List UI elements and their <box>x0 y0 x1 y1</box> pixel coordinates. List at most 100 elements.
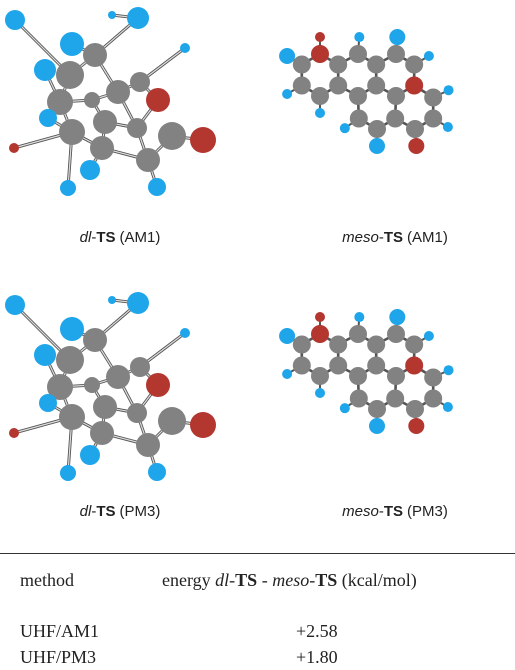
atom <box>127 7 149 29</box>
text-part: (AM1) <box>407 229 448 246</box>
atom <box>84 92 100 108</box>
text-part: dl <box>80 503 92 520</box>
text-part: TS <box>235 570 257 590</box>
text-part: TS <box>384 503 403 520</box>
text-part: (PM3) <box>407 503 448 520</box>
text-part: (PM3) <box>120 503 161 520</box>
atom <box>80 445 100 465</box>
atom <box>56 346 84 374</box>
row-method: UHF/AM1 <box>20 621 99 642</box>
atom <box>293 56 311 74</box>
atom <box>130 357 150 377</box>
row-energy: +2.58 <box>296 621 338 642</box>
atom <box>367 77 385 95</box>
atom <box>340 123 350 133</box>
atom <box>60 317 84 341</box>
atom <box>9 428 19 438</box>
atom <box>315 388 325 398</box>
atom <box>127 118 147 138</box>
atom <box>368 400 386 418</box>
atom <box>350 390 368 408</box>
molecule-meso-am1 <box>265 10 515 210</box>
atom <box>5 295 25 315</box>
atom <box>146 373 170 397</box>
atom <box>329 77 347 95</box>
atom <box>158 122 186 150</box>
atom <box>368 120 386 138</box>
atom <box>293 336 311 354</box>
atom <box>367 56 385 74</box>
atom <box>90 421 114 445</box>
atom <box>349 367 367 385</box>
atom <box>443 122 453 132</box>
atom <box>90 136 114 160</box>
atom <box>39 109 57 127</box>
atom <box>444 365 454 375</box>
caption: meso-TS(PM3) <box>275 503 515 520</box>
atom <box>329 56 347 74</box>
atom <box>340 403 350 413</box>
atom <box>127 292 149 314</box>
atom <box>9 143 19 153</box>
atom <box>106 80 130 104</box>
atom <box>93 110 117 134</box>
atom <box>354 32 364 42</box>
atom <box>387 325 405 343</box>
atom <box>408 138 424 154</box>
atom <box>83 328 107 352</box>
atom <box>387 87 405 105</box>
atom <box>148 178 166 196</box>
atom <box>80 160 100 180</box>
atom <box>60 180 76 196</box>
atom <box>146 88 170 112</box>
atom <box>39 394 57 412</box>
atom <box>386 110 404 128</box>
molecule-dl-pm3 <box>0 285 240 500</box>
atom <box>127 403 147 423</box>
text-part: TS <box>315 570 337 590</box>
text-part: (kcal/mol) <box>337 570 416 590</box>
atom <box>282 369 292 379</box>
atom <box>83 43 107 67</box>
atom <box>443 402 453 412</box>
atom <box>60 32 84 56</box>
atom <box>158 407 186 435</box>
atom <box>350 110 368 128</box>
atom <box>349 325 367 343</box>
atom <box>311 367 329 385</box>
atom <box>84 377 100 393</box>
atom <box>405 336 423 354</box>
atom <box>424 51 434 61</box>
text-part: meso <box>342 503 379 520</box>
atom <box>367 357 385 375</box>
atom <box>424 331 434 341</box>
atom <box>279 48 295 64</box>
atom <box>60 465 76 481</box>
caption: meso-TS(AM1) <box>275 229 515 246</box>
text-part: dl <box>215 570 229 590</box>
atom <box>389 29 405 45</box>
atom <box>148 463 166 481</box>
header-energy: energy dl-TS - meso-TS (kcal/mol) <box>162 570 417 591</box>
atom <box>59 119 85 145</box>
atom <box>108 11 116 19</box>
atom <box>329 336 347 354</box>
atom <box>405 77 423 95</box>
atom <box>34 344 56 366</box>
header-method: method <box>20 570 74 591</box>
atom <box>424 89 442 107</box>
molecule-dl-am1 <box>0 0 240 215</box>
atom <box>349 87 367 105</box>
text-part: TS <box>96 229 115 246</box>
text-part: TS <box>384 229 403 246</box>
atom <box>408 418 424 434</box>
atom <box>349 45 367 63</box>
atom <box>369 138 385 154</box>
caption: dl-TS(PM3) <box>0 503 240 520</box>
text-part: (AM1) <box>120 229 161 246</box>
atom <box>5 10 25 30</box>
atom <box>106 365 130 389</box>
atom <box>108 296 116 304</box>
figure-page: dl-TS(AM1) meso-TS(AM1) dl-TS(PM3) meso-… <box>0 0 515 670</box>
atom <box>293 357 311 375</box>
